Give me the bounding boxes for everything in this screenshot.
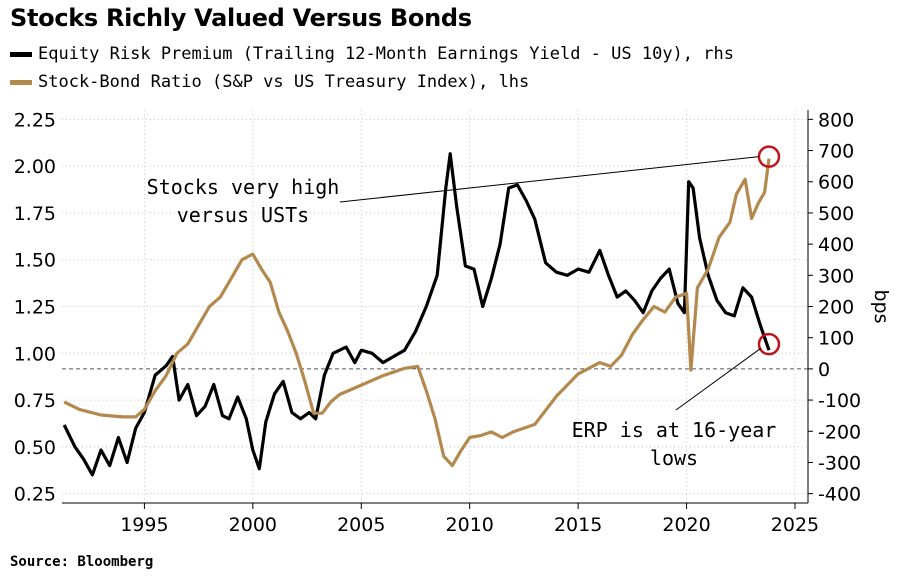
right-tick-label: -300 xyxy=(818,452,861,474)
chart-title: Stocks Richly Valued Versus Bonds xyxy=(10,4,472,32)
series-lines xyxy=(62,152,771,477)
annotation-pointer-1 xyxy=(339,156,760,203)
legend-item-erp: Equity Risk Premium (Trailing 12-Month E… xyxy=(10,42,734,66)
annotations: Stocks very high versus USTs ERP is at 16-… xyxy=(147,145,781,470)
right-tick-label: -200 xyxy=(818,421,861,443)
x-tick-label: 2020 xyxy=(662,514,710,536)
x-tick-label: 2025 xyxy=(771,514,819,536)
right-tick-label: 400 xyxy=(818,234,854,256)
legend-swatch-erp xyxy=(10,51,32,57)
annotation-text-1b: versus USTs xyxy=(177,203,309,227)
legend-label-stock-bond: Stock-Bond Ratio (S&P vs US Treasury Ind… xyxy=(38,72,530,92)
highlight-circle-erp xyxy=(757,332,781,356)
x-tick-label: 2005 xyxy=(337,514,385,536)
annotation-pointer-2 xyxy=(675,347,762,411)
right-tick-label: 200 xyxy=(818,297,854,319)
left-tick-label: 1.75 xyxy=(14,203,56,225)
right-tick-label: -400 xyxy=(818,484,861,506)
right-tick-label: -100 xyxy=(818,390,861,412)
left-tick-label: 0.50 xyxy=(14,437,56,459)
series-line-stock-bond xyxy=(63,158,771,468)
right-tick-label: 800 xyxy=(818,109,854,131)
left-tick-label: 2.25 xyxy=(14,109,56,131)
left-tick-label: 0.75 xyxy=(14,390,56,412)
right-tick-label: 500 xyxy=(818,203,854,225)
left-tick-label: 0.25 xyxy=(14,484,56,506)
gridlines xyxy=(62,110,808,503)
right-tick-label: 100 xyxy=(818,328,854,350)
right-tick-label: 300 xyxy=(818,265,854,287)
x-tick-label: 1995 xyxy=(120,514,168,536)
annotation-text-2a: ERP is at 16-year xyxy=(572,418,777,442)
left-tick-label: 2.00 xyxy=(14,156,56,178)
left-tick-label: 1.25 xyxy=(14,297,56,319)
x-tick-label: 2010 xyxy=(446,514,494,536)
x-tick-label: 2000 xyxy=(229,514,277,536)
legend-label-erp: Equity Risk Premium (Trailing 12-Month E… xyxy=(38,44,734,64)
x-tick-label: 2015 xyxy=(554,514,602,536)
right-tick-label: 600 xyxy=(818,172,854,194)
series-line-erp xyxy=(62,152,771,477)
source-note: Source: Bloomberg xyxy=(10,554,154,570)
right-tick-label: 0 xyxy=(818,359,830,381)
axes: 0.25 0.50 0.75 1.00 1.25 1.50 1.75 2.00 2.25 1995… xyxy=(14,109,892,536)
legend-swatch-stock-bond xyxy=(10,79,32,85)
right-tick-label: 700 xyxy=(818,141,854,163)
annotation-text-1a: Stocks very high xyxy=(147,175,340,199)
annotation-text-2b: lows xyxy=(650,446,698,470)
legend-item-stock-bond: Stock-Bond Ratio (S&P vs US Treasury Ind… xyxy=(10,70,529,94)
left-tick-label: 1.50 xyxy=(14,250,56,272)
right-axis-title: bps xyxy=(870,289,892,323)
left-tick-label: 1.00 xyxy=(14,343,56,365)
